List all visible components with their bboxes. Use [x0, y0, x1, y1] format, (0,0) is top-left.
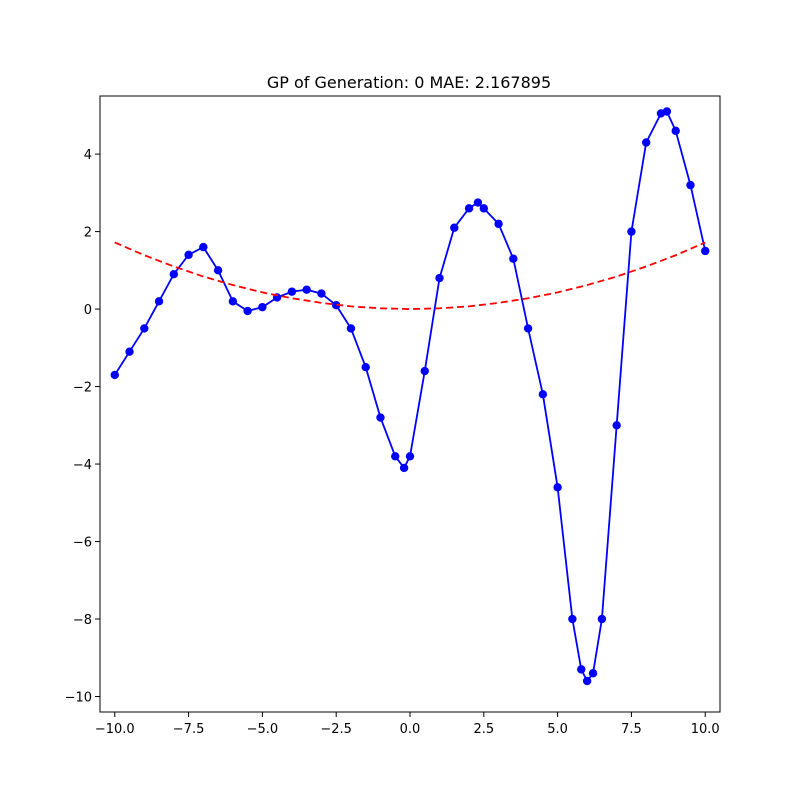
series-dashed-line	[114, 241, 706, 310]
data-point	[582, 676, 592, 686]
data-point	[523, 324, 533, 333]
data-point	[405, 452, 415, 461]
data-point	[361, 362, 370, 372]
data-point	[686, 180, 695, 190]
data-point	[479, 204, 489, 213]
x-axis: −10.0 −7.5 −5.0 −2.5 0.0 2.5 5.0 7.5 10.0	[95, 712, 720, 737]
y-tick-label: −8	[73, 613, 92, 628]
y-tick-label: −2	[73, 381, 92, 396]
data-point	[450, 223, 459, 232]
series-line	[114, 110, 707, 683]
data-point	[641, 138, 651, 147]
y-tick-label: −4	[73, 458, 92, 473]
data-point	[701, 246, 710, 256]
y-axis: −10 −8 −6 −4 −2 0 2 4	[65, 148, 100, 706]
data-point	[302, 285, 311, 294]
data-point	[391, 452, 400, 461]
data-point	[464, 204, 474, 213]
data-point	[568, 614, 577, 624]
data-point	[553, 483, 562, 492]
x-tick-label: 2.5	[473, 722, 494, 737]
data-point	[538, 390, 548, 399]
data-point	[577, 665, 586, 674]
data-point	[125, 347, 134, 356]
y-tick-label: 0	[84, 303, 92, 318]
data-point	[317, 289, 326, 298]
x-tick-label: −5.0	[247, 722, 279, 737]
data-point	[671, 126, 680, 136]
data-point	[199, 242, 208, 252]
x-tick-label: −10.0	[95, 722, 135, 737]
data-point	[494, 219, 503, 229]
x-tick-label: 0.0	[400, 722, 421, 737]
y-tick-label: −6	[73, 536, 92, 551]
data-point	[627, 227, 636, 236]
data-point	[588, 669, 598, 678]
data-point	[258, 302, 267, 312]
x-tick-label: 5.0	[547, 722, 568, 737]
x-tick-label: 10.0	[691, 722, 720, 737]
data-point	[228, 297, 238, 306]
data-point	[597, 614, 607, 624]
data-point	[662, 107, 672, 116]
x-tick-label: −7.5	[173, 722, 205, 737]
data-point	[169, 270, 179, 279]
data-point	[473, 198, 483, 207]
data-point	[435, 273, 444, 283]
x-tick-label: 7.5	[621, 722, 642, 737]
data-point	[184, 250, 193, 260]
y-tick-label: −10	[65, 691, 92, 706]
data-point	[110, 370, 119, 380]
data-point	[376, 413, 385, 422]
data-point	[509, 254, 518, 263]
y-tick-label: 4	[84, 148, 92, 163]
x-tick-label: −2.5	[320, 722, 352, 737]
chart-title: GP of Generation: 0 MAE: 2.167895	[267, 73, 551, 92]
y-tick-label: 2	[84, 226, 92, 241]
data-point	[420, 366, 429, 376]
data-point	[213, 266, 223, 275]
data-point	[287, 287, 297, 296]
data-point	[154, 297, 164, 306]
data-point	[612, 421, 621, 430]
plot-area	[99, 95, 721, 713]
data-point	[140, 324, 149, 333]
data-point	[243, 306, 252, 316]
series-layer	[110, 107, 710, 686]
data-point	[399, 463, 409, 473]
data-point	[346, 324, 356, 333]
